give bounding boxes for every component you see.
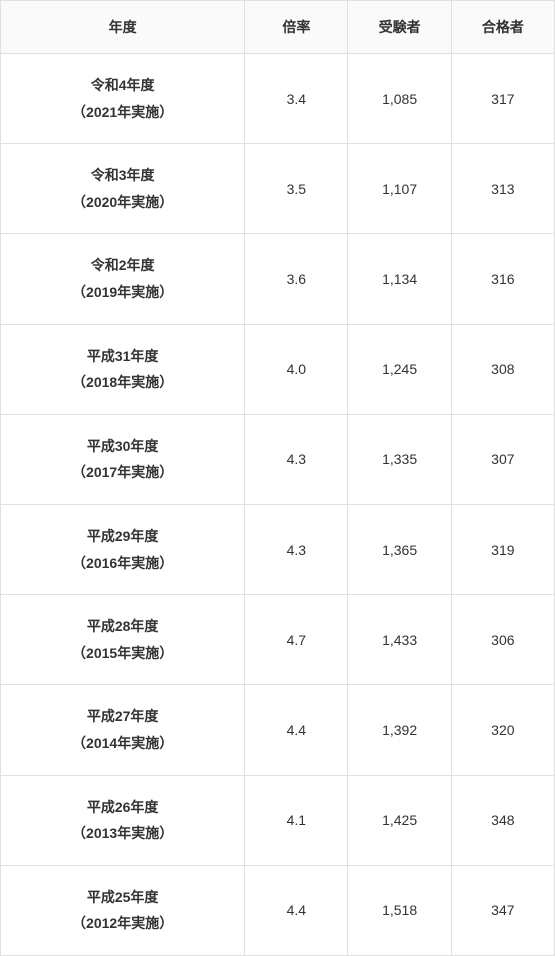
cell-applicants: 1,425 (348, 775, 451, 865)
col-header-year: 年度 (1, 1, 245, 54)
cell-ratio: 4.7 (245, 595, 348, 685)
cell-passed: 307 (451, 414, 554, 504)
table-row: 令和2年度（2019年実施）3.61,134316 (1, 234, 555, 324)
cell-ratio: 4.3 (245, 504, 348, 594)
cell-applicants: 1,518 (348, 865, 451, 955)
cell-passed: 317 (451, 54, 554, 144)
cell-year: 令和3年度（2020年実施） (1, 144, 245, 234)
cell-applicants: 1,085 (348, 54, 451, 144)
cell-applicants: 1,134 (348, 234, 451, 324)
cell-year: 令和2年度（2019年実施） (1, 234, 245, 324)
cell-applicants: 1,365 (348, 504, 451, 594)
year-era-label: 平成30年度 (9, 433, 236, 460)
col-header-passed: 合格者 (451, 1, 554, 54)
year-impl-label: （2016年実施） (9, 550, 236, 577)
table-head: 年度 倍率 受験者 合格者 (1, 1, 555, 54)
year-era-label: 平成25年度 (9, 884, 236, 911)
cell-ratio: 4.4 (245, 685, 348, 775)
cell-year: 平成25年度（2012年実施） (1, 865, 245, 955)
cell-applicants: 1,107 (348, 144, 451, 234)
cell-passed: 313 (451, 144, 554, 234)
year-impl-label: （2020年実施） (9, 189, 236, 216)
cell-year: 平成30年度（2017年実施） (1, 414, 245, 504)
cell-year: 平成27年度（2014年実施） (1, 685, 245, 775)
table-header-row: 年度 倍率 受験者 合格者 (1, 1, 555, 54)
year-era-label: 平成27年度 (9, 703, 236, 730)
year-impl-label: （2014年実施） (9, 730, 236, 757)
cell-year: 平成26年度（2013年実施） (1, 775, 245, 865)
cell-passed: 319 (451, 504, 554, 594)
cell-applicants: 1,245 (348, 324, 451, 414)
year-impl-label: （2017年実施） (9, 459, 236, 486)
cell-passed: 347 (451, 865, 554, 955)
cell-year: 平成28年度（2015年実施） (1, 595, 245, 685)
cell-passed: 348 (451, 775, 554, 865)
year-impl-label: （2021年実施） (9, 99, 236, 126)
cell-year: 平成31年度（2018年実施） (1, 324, 245, 414)
cell-applicants: 1,335 (348, 414, 451, 504)
table-row: 平成30年度（2017年実施）4.31,335307 (1, 414, 555, 504)
cell-passed: 316 (451, 234, 554, 324)
col-header-applicants: 受験者 (348, 1, 451, 54)
cell-ratio: 4.1 (245, 775, 348, 865)
cell-year: 平成29年度（2016年実施） (1, 504, 245, 594)
year-impl-label: （2015年実施） (9, 640, 236, 667)
data-table: 年度 倍率 受験者 合格者 令和4年度（2021年実施）3.41,085317令… (0, 0, 555, 956)
cell-ratio: 4.0 (245, 324, 348, 414)
year-era-label: 平成28年度 (9, 613, 236, 640)
table-row: 平成25年度（2012年実施）4.41,518347 (1, 865, 555, 955)
cell-year: 令和4年度（2021年実施） (1, 54, 245, 144)
table-row: 平成26年度（2013年実施）4.11,425348 (1, 775, 555, 865)
cell-ratio: 4.4 (245, 865, 348, 955)
year-impl-label: （2013年実施） (9, 820, 236, 847)
cell-ratio: 3.6 (245, 234, 348, 324)
cell-passed: 306 (451, 595, 554, 685)
table-row: 令和3年度（2020年実施）3.51,107313 (1, 144, 555, 234)
year-era-label: 令和4年度 (9, 72, 236, 99)
cell-passed: 320 (451, 685, 554, 775)
year-era-label: 平成29年度 (9, 523, 236, 550)
col-header-ratio: 倍率 (245, 1, 348, 54)
table-row: 平成28年度（2015年実施）4.71,433306 (1, 595, 555, 685)
table-row: 平成27年度（2014年実施）4.41,392320 (1, 685, 555, 775)
year-era-label: 令和2年度 (9, 252, 236, 279)
table-row: 平成31年度（2018年実施）4.01,245308 (1, 324, 555, 414)
cell-ratio: 4.3 (245, 414, 348, 504)
year-impl-label: （2012年実施） (9, 910, 236, 937)
year-era-label: 令和3年度 (9, 162, 236, 189)
cell-passed: 308 (451, 324, 554, 414)
year-impl-label: （2019年実施） (9, 279, 236, 306)
table-body: 令和4年度（2021年実施）3.41,085317令和3年度（2020年実施）3… (1, 54, 555, 956)
cell-applicants: 1,433 (348, 595, 451, 685)
year-era-label: 平成26年度 (9, 794, 236, 821)
year-impl-label: （2018年実施） (9, 369, 236, 396)
table-row: 令和4年度（2021年実施）3.41,085317 (1, 54, 555, 144)
cell-applicants: 1,392 (348, 685, 451, 775)
table-row: 平成29年度（2016年実施）4.31,365319 (1, 504, 555, 594)
cell-ratio: 3.5 (245, 144, 348, 234)
table-container: 年度 倍率 受験者 合格者 令和4年度（2021年実施）3.41,085317令… (0, 0, 555, 956)
cell-ratio: 3.4 (245, 54, 348, 144)
year-era-label: 平成31年度 (9, 343, 236, 370)
